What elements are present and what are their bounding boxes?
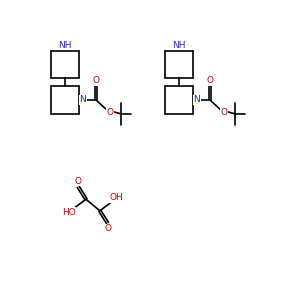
Text: NH: NH [172,41,186,50]
Text: O: O [104,224,111,233]
Text: NH: NH [58,41,72,50]
Text: HO: HO [62,208,76,217]
Text: N: N [194,95,200,104]
Text: O: O [92,76,100,85]
Text: O: O [106,108,113,117]
Text: O: O [206,76,214,85]
Text: N: N [80,95,86,104]
Text: OH: OH [110,193,124,202]
Text: O: O [75,177,82,186]
Text: O: O [220,108,227,117]
